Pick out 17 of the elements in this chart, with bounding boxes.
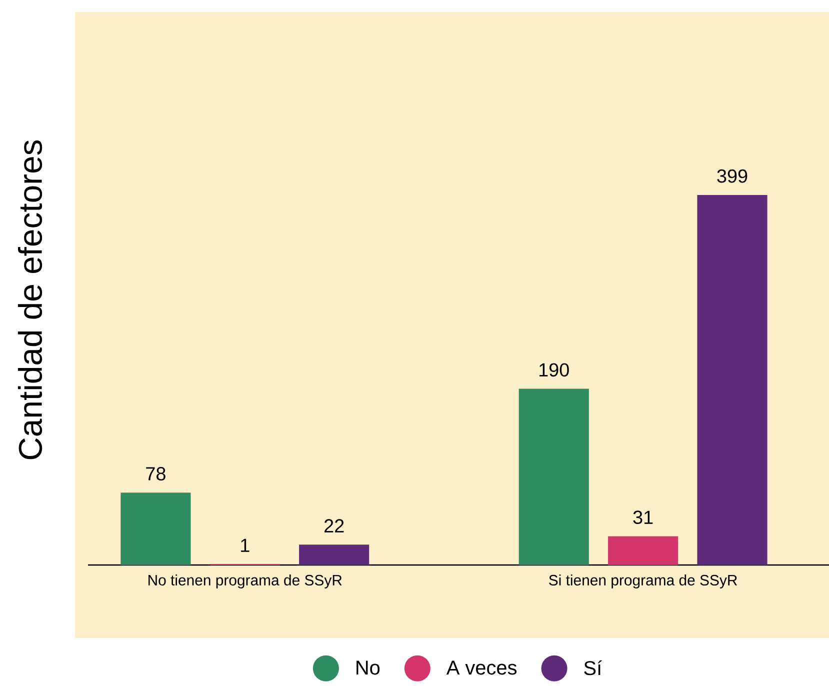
- data-label: 399: [717, 169, 748, 183]
- data-label: 22: [324, 519, 344, 532]
- bar: [120, 492, 191, 565]
- data-label: 1: [241, 538, 250, 552]
- bar: [608, 536, 678, 565]
- legend-label: A veces: [446, 660, 517, 675]
- x-tick-label: No tienen programa de SSyR: [148, 574, 342, 588]
- x-tick-label: Si tienen programa de SSyR: [549, 574, 738, 588]
- bar: [697, 194, 768, 565]
- bar: [299, 544, 370, 565]
- data-label: 78: [146, 467, 166, 480]
- legend-label: No: [356, 660, 380, 675]
- y-axis-title: Cantidad de efectores: [18, 140, 42, 460]
- bar: [518, 388, 589, 565]
- legend-label: Sí: [584, 660, 602, 676]
- data-label: 31: [633, 510, 653, 524]
- data-label: 190: [540, 363, 569, 377]
